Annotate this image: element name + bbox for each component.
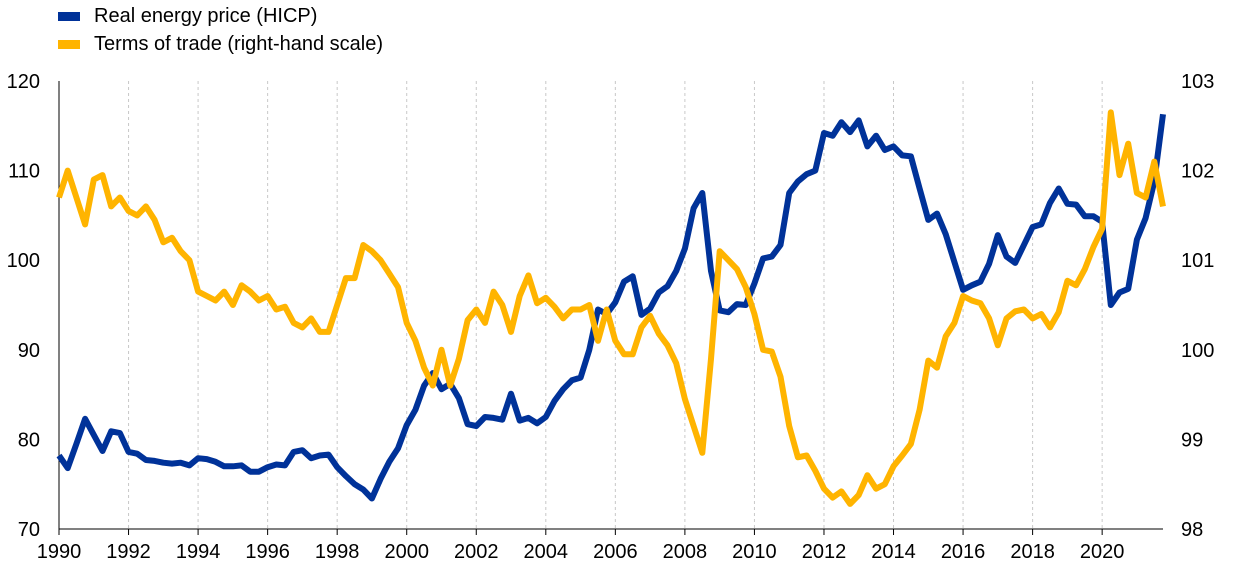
y-left-tick-label-70: 70 [18, 519, 40, 541]
x-tick-label-2012: 2012 [802, 541, 847, 563]
series-line-1 [56, 109, 1166, 507]
legend-label-real-energy-price: Real energy price (HICP) [94, 4, 318, 27]
y-right-tick-label-101: 101 [1181, 250, 1214, 272]
legend-swatch-real-energy-price [58, 11, 80, 21]
x-tick-label-2006: 2006 [593, 541, 638, 563]
chart-legend: Real energy price (HICP) Terms of trade … [58, 2, 383, 58]
x-tick-label-2002: 2002 [454, 541, 499, 563]
legend-item-real-energy-price: Real energy price (HICP) [58, 2, 383, 30]
x-tick-label-1990: 1990 [37, 541, 82, 563]
y-left-tick-label-80: 80 [18, 429, 40, 451]
y-right-tick-label-99: 99 [1181, 429, 1203, 451]
y-left-tick-label-100: 100 [7, 250, 40, 272]
legend-item-terms-of-trade: Terms of trade (right-hand scale) [58, 30, 383, 58]
x-tick-label-2000: 2000 [384, 541, 429, 563]
y-right-tick-label-98: 98 [1181, 519, 1203, 541]
x-tick-label-2020: 2020 [1080, 541, 1125, 563]
legend-label-terms-of-trade: Terms of trade (right-hand scale) [94, 32, 384, 55]
x-tick-label-1992: 1992 [106, 541, 151, 563]
x-tick-label-1998: 1998 [315, 541, 360, 563]
y-right-tick-label-102: 102 [1181, 161, 1214, 183]
y-left-tick-label-120: 120 [7, 71, 40, 93]
x-tick-label-2014: 2014 [871, 541, 916, 563]
x-tick-label-2010: 2010 [732, 541, 777, 563]
axes [58, 81, 1163, 535]
x-tick-label-2016: 2016 [941, 541, 986, 563]
x-tick-label-1996: 1996 [245, 541, 290, 563]
series-lines [56, 109, 1166, 507]
x-tick-label-2004: 2004 [524, 541, 569, 563]
x-tick-label-2018: 2018 [1010, 541, 1055, 563]
y-left-tick-label-110: 110 [8, 161, 40, 183]
legend-swatch-terms-of-trade [58, 39, 80, 49]
x-tick-label-1994: 1994 [176, 541, 221, 563]
y-right-tick-label-100: 100 [1181, 340, 1214, 362]
y-left-tick-label-90: 90 [18, 340, 40, 362]
x-tick-label-2008: 2008 [663, 541, 708, 563]
series-line-0 [56, 113, 1166, 502]
tick-labels: 70 80 90 100 110 120 98 99 100 101 102 103 1990 1992 1… [7, 71, 1215, 563]
y-right-tick-label-103: 103 [1181, 71, 1214, 93]
